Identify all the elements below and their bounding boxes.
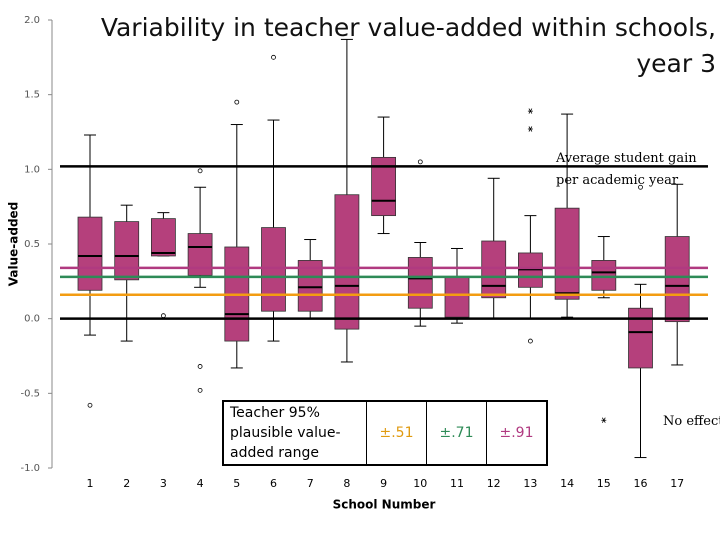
x-tick-label: 15	[597, 477, 611, 490]
y-axis-label: Value-added	[7, 202, 21, 287]
outlier	[160, 313, 166, 319]
y-tick-label: 2.0	[24, 15, 40, 26]
x-tick-label: 4	[197, 477, 204, 490]
outlier	[638, 184, 643, 190]
box	[591, 260, 617, 291]
extreme	[601, 417, 607, 423]
x-tick-label: 14	[560, 477, 574, 490]
y-tick-label: -1.0	[20, 463, 40, 474]
x-tick-label: 12	[487, 477, 501, 490]
outlier	[417, 159, 423, 165]
range-value: ±.51	[366, 401, 427, 465]
y-tick-label: -0.5	[20, 388, 40, 399]
outlier	[197, 168, 203, 174]
box	[77, 216, 103, 291]
outlier	[87, 402, 93, 408]
box	[664, 236, 690, 323]
x-axis-label: School Number	[333, 498, 436, 512]
outlier	[197, 364, 203, 369]
annotation: Average student gain per academic year	[556, 151, 697, 188]
x-tick-label: 8	[343, 477, 350, 490]
x-tick-label: 11	[450, 477, 464, 490]
y-tick-label: 1.5	[24, 90, 40, 101]
outlier	[234, 99, 240, 105]
x-tick-label: 10	[413, 477, 427, 490]
outlier	[271, 54, 276, 60]
y-tick-label: 0.0	[24, 314, 40, 325]
box	[554, 207, 580, 300]
x-tick-label: 6	[270, 477, 277, 490]
x-tick-label: 13	[523, 477, 537, 490]
outlier	[528, 338, 533, 344]
annotation: No effect	[663, 414, 720, 429]
range-table-label: Teacher 95% plausible value-added range	[230, 405, 341, 461]
chart-title: Variability in teacher value-added withi…	[100, 13, 716, 78]
box	[444, 276, 470, 318]
x-tick-label: 17	[670, 477, 684, 490]
box	[261, 227, 286, 312]
x-tick-label: 1	[87, 477, 94, 490]
outlier	[197, 387, 203, 393]
y-tick-label: 0.5	[24, 239, 40, 250]
box	[407, 257, 433, 309]
x-tick-label: 3	[160, 477, 167, 490]
y-tick-label: 1.0	[24, 164, 40, 175]
x-tick-label: 7	[307, 477, 314, 490]
box	[334, 194, 360, 330]
range-value: ±.71	[426, 401, 487, 465]
x-tick-label: 2	[123, 477, 130, 490]
x-tick-label: 9	[380, 477, 387, 490]
range-table: Teacher 95% plausible value-added range …	[222, 400, 548, 466]
extreme	[527, 126, 533, 132]
x-tick-label: 16	[634, 477, 648, 490]
box	[114, 221, 140, 281]
box	[481, 240, 507, 299]
range-value: ±.91	[486, 401, 547, 465]
box	[150, 218, 176, 257]
x-tick-label: 5	[233, 477, 240, 490]
extreme	[527, 108, 533, 114]
box	[628, 307, 653, 369]
